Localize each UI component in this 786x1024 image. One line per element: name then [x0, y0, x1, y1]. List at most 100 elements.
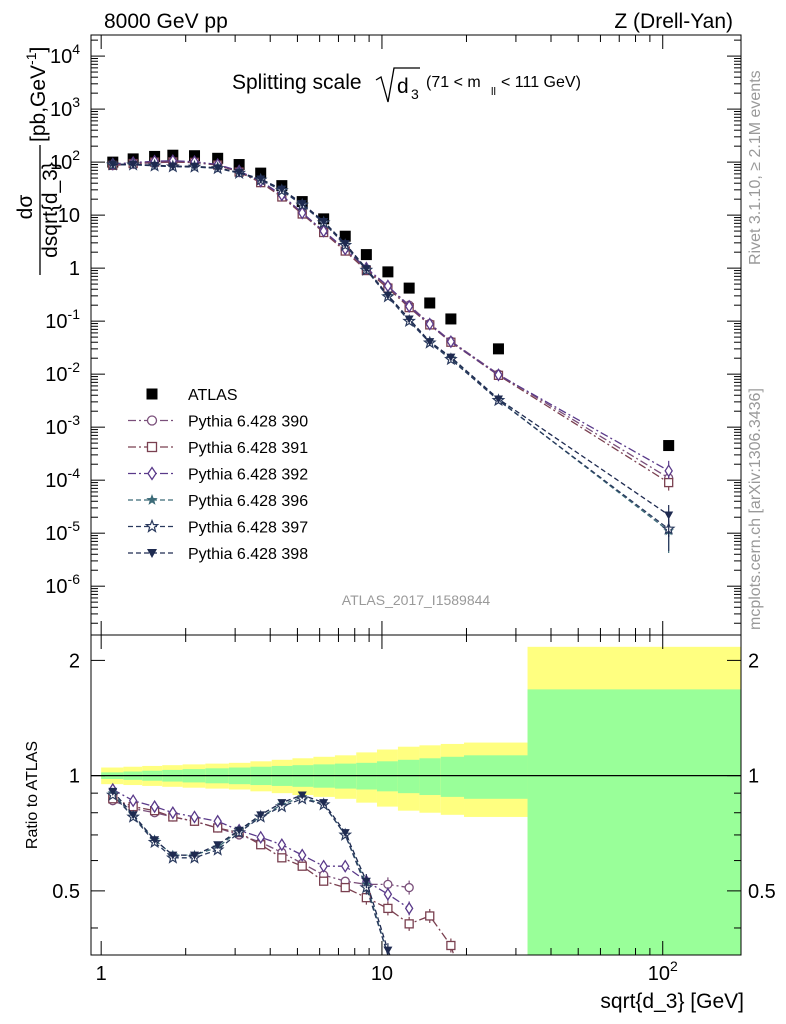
process-label: Z (Drell-Yan): [614, 10, 733, 33]
main-point: [425, 338, 435, 347]
main-point: [108, 160, 118, 169]
legend-item-2: Pythia 6.428 391: [128, 440, 308, 457]
y-tick-label: 10-4: [45, 465, 80, 492]
legend-item-5: Pythia 6.428 397: [128, 518, 308, 537]
ratio-data-layer: [91, 646, 741, 955]
ratio-series-line-4: [112, 794, 389, 955]
ratio-point: [190, 851, 200, 860]
main-point: [361, 265, 371, 274]
x-tick-labels: 1 10 102: [96, 958, 678, 985]
ratio-point: [128, 794, 138, 808]
main-point: [445, 313, 457, 325]
main-point: [382, 266, 394, 278]
ratio-point: [446, 940, 456, 951]
ratio-point: [340, 829, 350, 838]
main-point: [663, 440, 675, 452]
uncertainty-band-inner: [397, 759, 420, 794]
uncertainty-band-inner: [527, 689, 741, 955]
main-point: [277, 185, 287, 194]
ratio-point: [256, 830, 265, 845]
main-point: [297, 206, 307, 220]
legend-marker: [146, 494, 158, 505]
analysis-watermark: ATLAS_2017_I1589844: [342, 592, 491, 608]
ratio-point: [340, 859, 350, 873]
energy-label: 8000 GeV pp: [104, 10, 228, 33]
ratio-point: [108, 787, 118, 796]
y-tick-label: 10-5: [45, 518, 80, 545]
y-tick-label: 104: [50, 41, 80, 68]
sqrt-symbol: [375, 67, 420, 103]
ratio-point: [319, 876, 329, 886]
ratio-y-tick-label-left: 2: [69, 650, 80, 672]
ratio-point: [404, 919, 414, 929]
y-tick-label: 10-6: [45, 571, 80, 598]
ratio-point: [190, 810, 199, 824]
main-point: [424, 297, 436, 309]
main-point: [339, 230, 351, 242]
uncertainty-band-inner: [419, 758, 441, 796]
ylabel-denominator: dsqrt{d_3}: [39, 162, 62, 258]
main-point: [664, 477, 674, 488]
ratio-point: [150, 799, 159, 814]
ratio-y-tick-labels: 0.5 0.5 1 1 2 2: [52, 650, 776, 902]
main-point: [234, 168, 244, 177]
ratio-axis-ticks: [91, 635, 741, 955]
ratio-point: [256, 811, 266, 820]
ratio-point: [277, 799, 287, 808]
x-tick-label: 102: [648, 958, 678, 985]
uncertainty-band-inner: [464, 755, 528, 799]
ratio-series-line-0: [112, 800, 410, 889]
main-point: [425, 317, 435, 331]
main-point: [494, 368, 503, 382]
ratio-point: [404, 882, 414, 893]
ratio-point: [319, 859, 328, 873]
y-tick-label: 10-3: [45, 412, 80, 439]
ratio-point: [425, 911, 435, 921]
legend-label: Pythia 6.428 397: [188, 520, 308, 537]
ratio-point: [168, 806, 178, 820]
main-point: [297, 200, 307, 209]
legend-marker: [146, 441, 158, 453]
y-tick-label: 10-1: [45, 306, 80, 333]
y-tick-label: 1: [69, 258, 80, 280]
legend-item-0: ATLAS: [146, 387, 238, 404]
title-sqrt-var: d: [397, 75, 409, 98]
main-axis-ticks: [91, 35, 741, 635]
legend-label: Pythia 6.428 398: [188, 546, 308, 563]
ratio-y-tick-label-left: 0.5: [52, 881, 80, 903]
ratio-point: [213, 814, 222, 828]
main-point: [404, 299, 414, 314]
uncertainty-band-inner: [440, 756, 465, 797]
ratio-point: [128, 811, 138, 820]
main-point: [190, 162, 200, 171]
main-point: [128, 160, 138, 169]
legend-item-6: Pythia 6.428 398: [128, 546, 308, 563]
ratio-point: [150, 836, 160, 845]
ratio-y-tick-label-right: 2: [748, 650, 759, 672]
legend-label: Pythia 6.428 391: [188, 440, 308, 457]
title-range: (71 < m: [426, 74, 481, 91]
main-point: [319, 224, 328, 238]
main-point: [446, 353, 456, 362]
ratio-point: [319, 799, 329, 808]
legend: ATLAS Pythia 6.428 390 Pythia 6.428 391 Pyt…: [128, 387, 308, 563]
legend-marker: [147, 466, 157, 481]
ratio-point: [234, 826, 244, 835]
legend-item-3: Pythia 6.428 392: [128, 466, 308, 484]
ratio-point: [213, 841, 223, 850]
ratio-point: [383, 879, 393, 890]
main-point: [492, 343, 504, 355]
main-point: [403, 282, 415, 294]
main-y-axis-label: dσ dsqrt{d_3} [pb,GeV-1]: [14, 47, 62, 275]
ratio-point: [210, 842, 225, 856]
legend-label: Pythia 6.428 396: [188, 493, 308, 510]
rivet-info: Rivet 3.1.10, ≥ 2.1M events: [747, 70, 764, 265]
legend-item-1: Pythia 6.428 390: [128, 414, 308, 431]
title-range-sub: ll: [491, 86, 496, 98]
ratio-y-tick-label-right: 1: [748, 766, 759, 788]
title-main: Splitting scale: [232, 71, 362, 94]
main-point: [256, 175, 266, 184]
main-point: [383, 291, 393, 300]
main-point: [150, 161, 160, 170]
